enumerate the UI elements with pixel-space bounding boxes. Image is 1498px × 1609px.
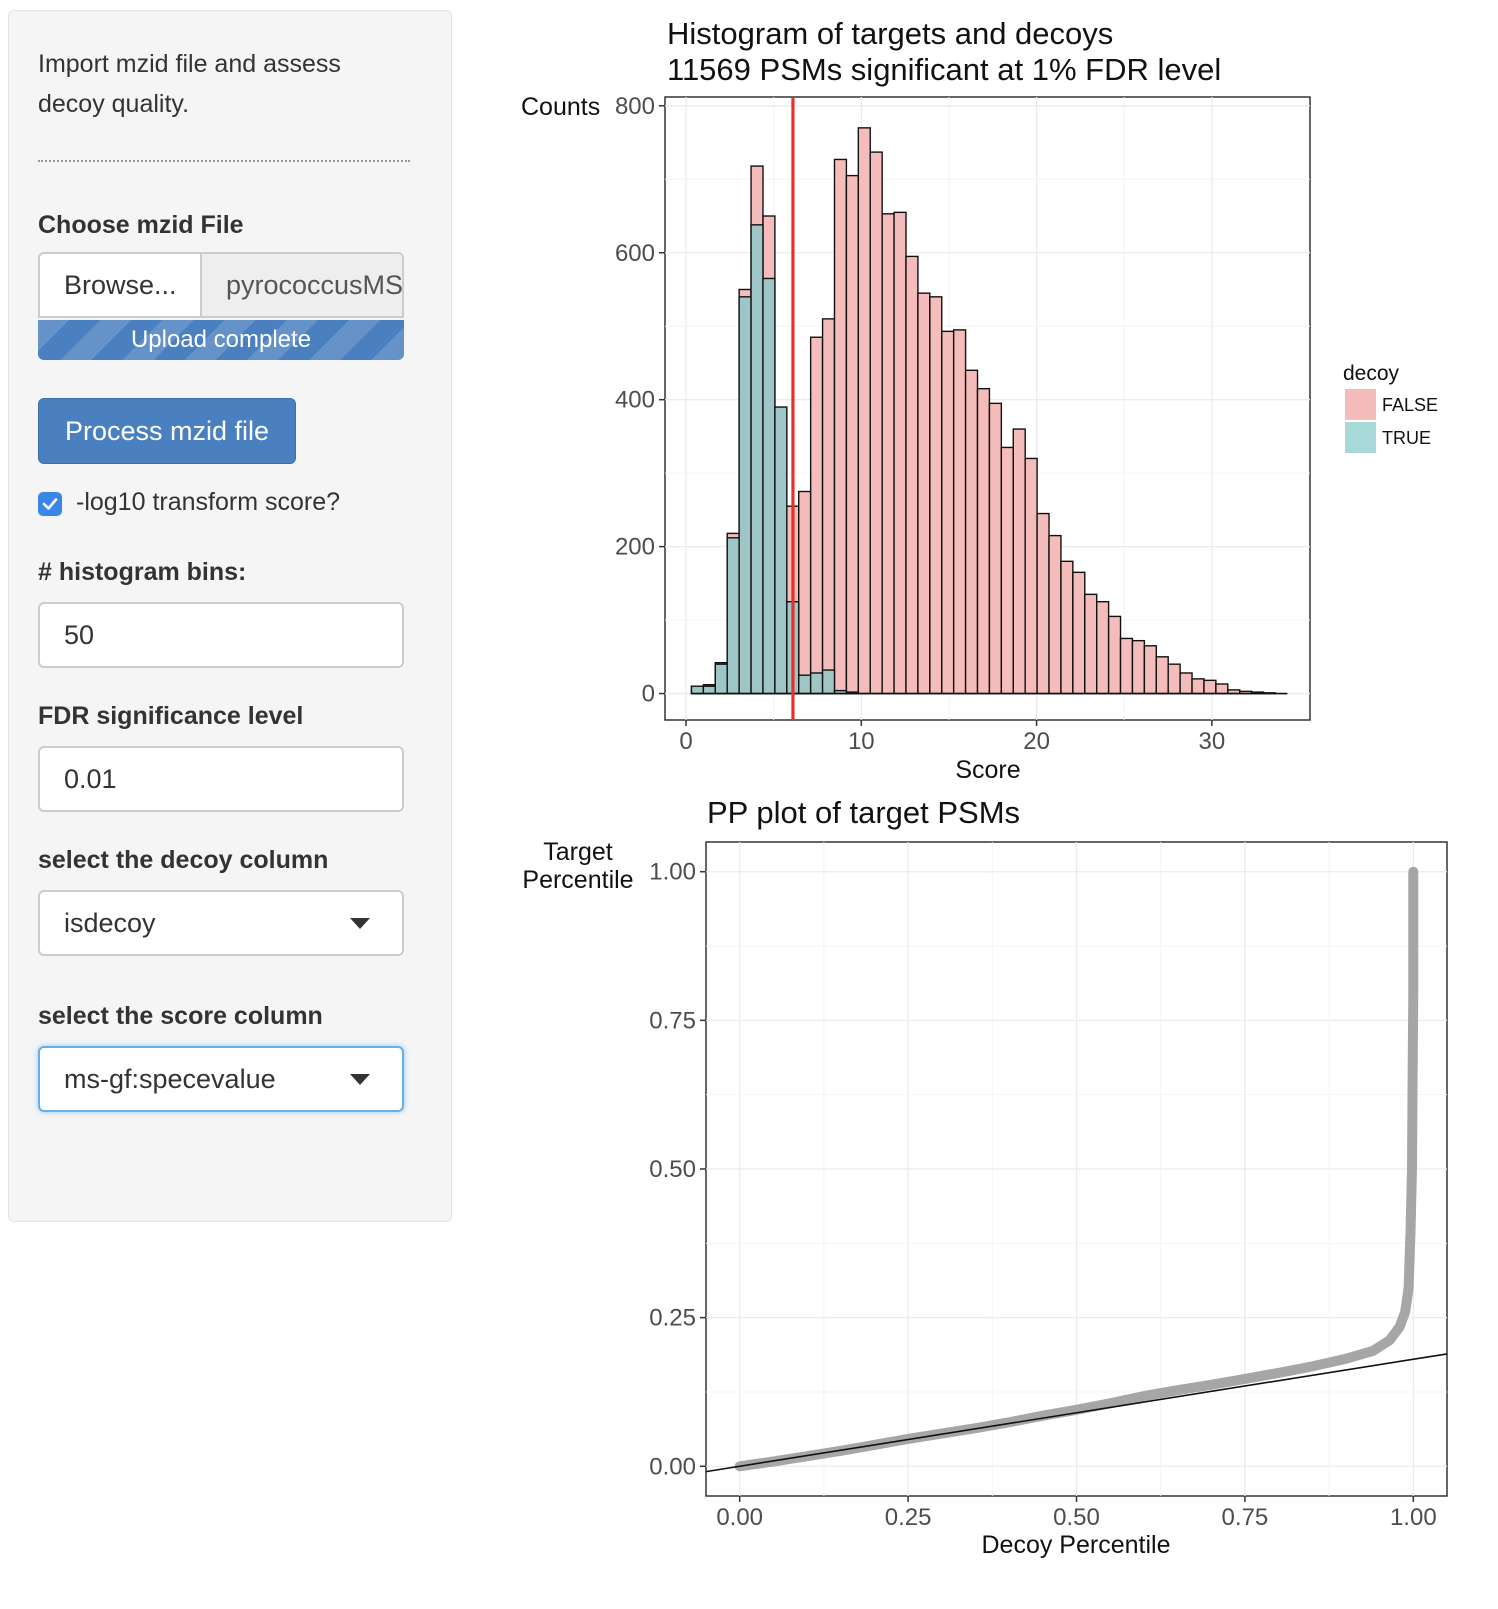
y-tick-label: 0.00 <box>649 1453 696 1480</box>
y-tick-label: 1.00 <box>649 859 696 886</box>
log-transform-label: -log10 transform score? <box>76 488 341 516</box>
bins-label: # histogram bins: <box>38 558 247 586</box>
x-tick-label: 1.00 <box>1390 1504 1437 1531</box>
x-tick-label: 0.25 <box>885 1504 932 1531</box>
histogram-title: Histogram of targets and decoys <box>667 16 1113 51</box>
x-tick-label: 30 <box>1198 728 1225 755</box>
divider <box>38 160 410 162</box>
log-transform-checkbox[interactable] <box>38 492 62 516</box>
x-tick-label: 0.00 <box>716 1504 763 1531</box>
chevron-down-icon <box>350 918 370 929</box>
histogram-subtitle: 11569 PSMs significant at 1% FDR level <box>667 52 1221 87</box>
y-tick-label: 800 <box>615 93 655 120</box>
fdr-input[interactable]: 0.01 <box>38 746 404 812</box>
y-tick-label: 400 <box>615 387 655 414</box>
chevron-down-icon <box>350 1074 370 1085</box>
fdr-label: FDR significance level <box>38 702 304 730</box>
decoy-column-label: select the decoy column <box>38 846 329 874</box>
x-tick-label: 0.75 <box>1222 1504 1269 1531</box>
y-tick-label: 0 <box>642 681 655 708</box>
legend-key-false <box>1345 389 1376 420</box>
y-tick-label: 0.75 <box>649 1007 696 1034</box>
x-tick-label: 20 <box>1023 728 1050 755</box>
x-tick-label: 0 <box>679 728 692 755</box>
legend-key-true <box>1345 422 1376 453</box>
histogram-x-label: Score <box>955 756 1020 784</box>
pp-x-label: Decoy Percentile <box>982 1531 1171 1559</box>
process-button[interactable]: Process mzid file <box>38 398 296 464</box>
score-column-value: ms-gf:specevalue <box>64 1064 276 1094</box>
file-input-label: Choose mzid File <box>38 211 244 239</box>
legend-label-false: FALSE <box>1382 395 1438 415</box>
upload-progress-bar: Upload complete <box>38 320 404 360</box>
intro-text: Import mzid file and assess decoy quality… <box>38 50 341 118</box>
y-tick-label: 0.25 <box>649 1305 696 1332</box>
browse-button[interactable]: Browse... <box>38 252 202 318</box>
legend-label-true: TRUE <box>1382 428 1431 448</box>
x-tick-label: 10 <box>848 728 875 755</box>
pp-y-label-line2: Percentile <box>522 866 633 894</box>
x-tick-label: 0.50 <box>1053 1504 1100 1531</box>
y-tick-label: 0.50 <box>649 1156 696 1183</box>
checkmark-icon <box>42 498 58 510</box>
histogram-chart: 0 10 20 30 0 200 400 600 800 Histogram of target… <box>521 16 1438 784</box>
decoy-column-select[interactable]: isdecoy <box>38 890 404 956</box>
score-column-label: select the score column <box>38 1002 323 1030</box>
pp-title: PP plot of target PSMs <box>707 795 1020 830</box>
pp-reference-line <box>705 1353 1448 1473</box>
file-name-field: pyrococcusMSGF.mzid <box>202 252 404 318</box>
decoy-column-value: isdecoy <box>64 908 156 938</box>
pp-y-label-line1: Target <box>543 838 613 866</box>
bins-input[interactable]: 50 <box>38 602 404 668</box>
y-tick-label: 200 <box>615 534 655 561</box>
y-tick-label: 600 <box>615 240 655 267</box>
legend-title: decoy <box>1343 362 1400 385</box>
score-column-select[interactable]: ms-gf:specevalue <box>38 1046 404 1112</box>
histogram-y-label: Counts <box>521 93 600 121</box>
